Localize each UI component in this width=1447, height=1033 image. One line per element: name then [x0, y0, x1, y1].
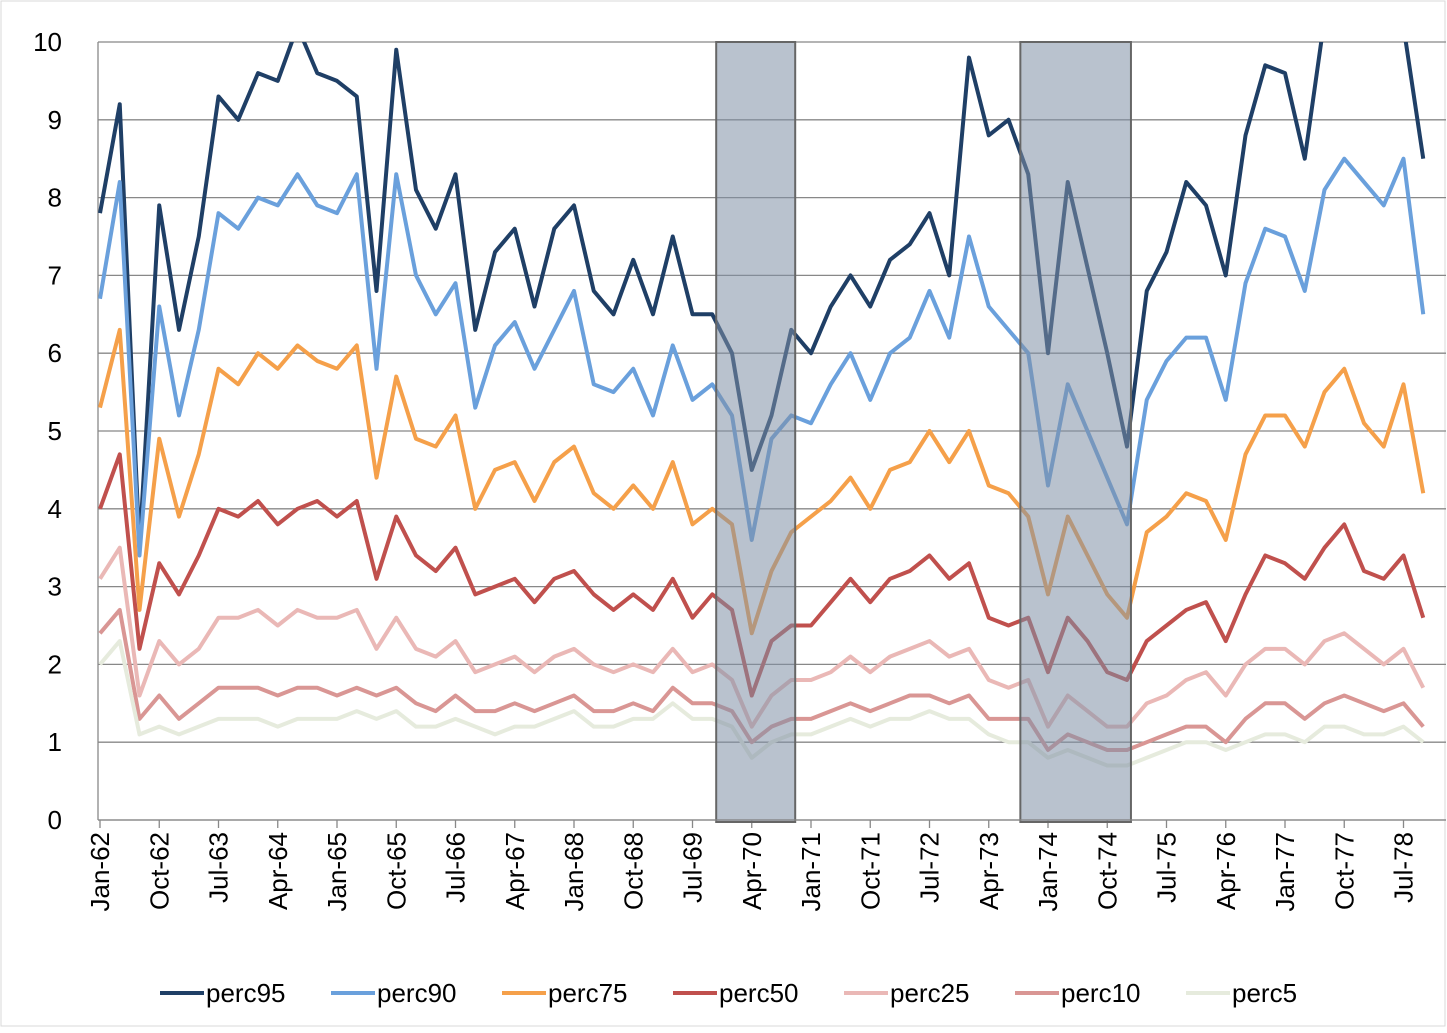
x-tick-label: Jul-75 [1152, 832, 1182, 903]
x-tick-label: Jan-62 [85, 832, 115, 912]
y-tick-label: 6 [48, 338, 62, 368]
x-tick-label: Jan-65 [322, 832, 352, 912]
legend-label: perc5 [1232, 978, 1297, 1008]
x-tick-label: Apr-73 [974, 832, 1004, 910]
y-tick-label: 4 [48, 494, 62, 524]
x-tick-label: Jul-69 [678, 832, 708, 903]
x-tick-label: Jan-74 [1033, 832, 1063, 912]
y-tick-label: 10 [33, 27, 62, 57]
y-tick-label: 5 [48, 416, 62, 446]
x-tick-label: Jan-71 [796, 832, 826, 912]
legend-label: perc90 [377, 978, 457, 1008]
y-tick-label: 1 [48, 727, 62, 757]
shaded-period [1019, 41, 1132, 823]
shaded-period [715, 41, 797, 823]
x-tick-label: Apr-76 [1211, 832, 1241, 910]
x-tick-label: Oct-65 [381, 832, 411, 910]
x-tick-label: Jan-77 [1270, 832, 1300, 912]
x-tick-label: Jul-78 [1389, 832, 1419, 903]
y-tick-label: 7 [48, 260, 62, 290]
x-tick-label: Jul-72 [915, 832, 945, 903]
y-tick-label: 9 [48, 105, 62, 135]
y-tick-label: 8 [48, 183, 62, 213]
x-tick-label: Jan-68 [559, 832, 589, 912]
x-tick-label: Apr-67 [500, 832, 530, 910]
legend-label: perc75 [548, 978, 628, 1008]
y-tick-label: 2 [48, 649, 62, 679]
x-tick-label: Oct-74 [1092, 832, 1122, 910]
legend-label: perc95 [206, 978, 286, 1008]
x-tick-label: Jul-66 [441, 832, 471, 903]
legend-label: perc10 [1061, 978, 1141, 1008]
x-tick-label: Apr-64 [263, 832, 293, 910]
x-tick-label: Oct-62 [144, 832, 174, 910]
x-tick-label: Oct-71 [855, 832, 885, 910]
x-tick-label: Jul-63 [204, 832, 234, 903]
x-tick-label: Oct-68 [618, 832, 648, 910]
x-tick-label: Oct-77 [1329, 832, 1359, 910]
legend-label: perc50 [719, 978, 799, 1008]
legend-label: perc25 [890, 978, 970, 1008]
y-tick-label: 3 [48, 572, 62, 602]
y-tick-label: 0 [48, 805, 62, 835]
x-tick-label: Apr-70 [737, 832, 767, 910]
